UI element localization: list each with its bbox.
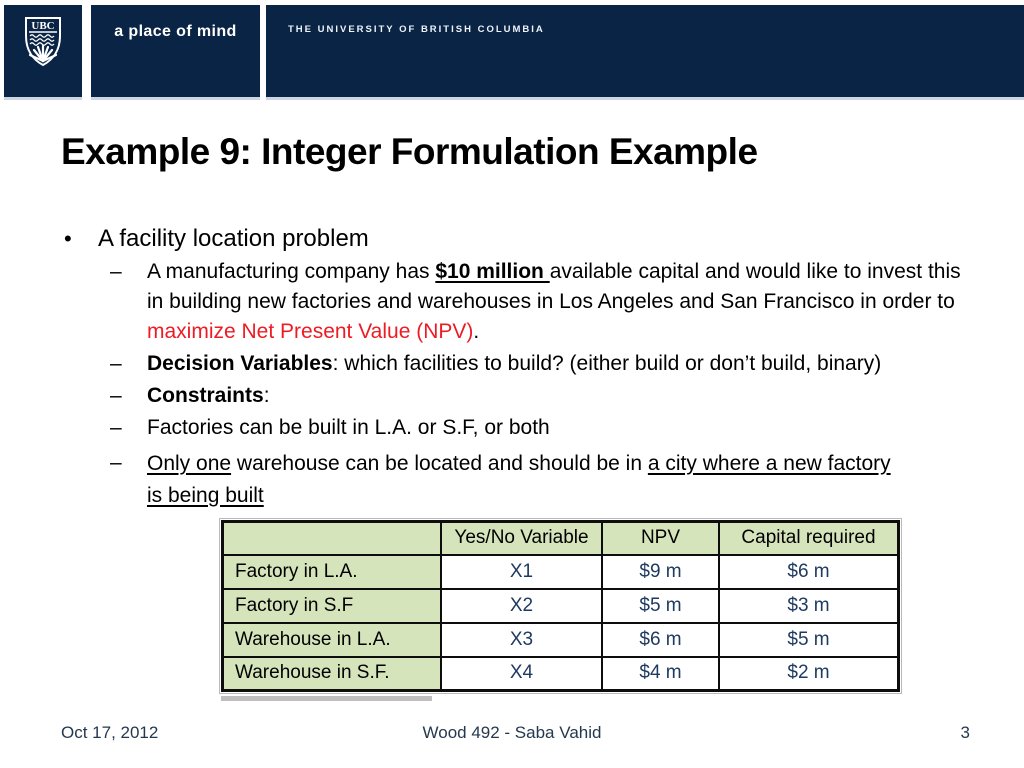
- bullet-icon: •: [64, 226, 72, 251]
- table-header-npv: NPV: [601, 520, 720, 556]
- cell-capital: $2 m: [718, 655, 900, 692]
- bullet-item: • A facility location problem: [64, 224, 369, 254]
- facilities-table: Yes/No Variable NPV Capital required Fac…: [219, 518, 902, 694]
- table-shadow: [221, 696, 432, 701]
- masthead-university-block: THE UNIVERSITY OF BRITISH COLUMBIA: [266, 5, 1024, 100]
- table-row: Factory in S.F X2 $5 m $3 m: [221, 587, 900, 624]
- dash-icon: –: [110, 352, 122, 375]
- footer-course: Wood 492 - Saba Vahid: [422, 723, 602, 742]
- bullet-text: A facility location problem: [98, 225, 369, 252]
- sub-bullet-list: – A manufacturing company has $10 millio…: [110, 257, 982, 514]
- table-row: Factory in L.A. X1 $9 m $6 m: [221, 553, 900, 590]
- cell-npv: $5 m: [601, 587, 720, 624]
- cell-npv: $9 m: [601, 553, 720, 590]
- dash-icon: –: [110, 260, 122, 283]
- sub-bullet-factories: – Factories can be built in L.A. or S.F,…: [110, 413, 982, 443]
- masthead-logo-block: UBC: [4, 5, 82, 100]
- table-header-variable: Yes/No Variable: [440, 520, 603, 556]
- sub-bullet-capital: – A manufacturing company has $10 millio…: [110, 257, 982, 347]
- row-label: Warehouse in S.F.: [221, 655, 442, 692]
- cell-capital: $5 m: [718, 621, 900, 658]
- sub-bullet-text: A manufacturing company has $10 million …: [147, 260, 961, 343]
- cell-capital: $3 m: [718, 587, 900, 624]
- sub-bullet-text: Only one warehouse can be located and sh…: [147, 452, 891, 507]
- table-header-row: Yes/No Variable NPV Capital required: [221, 520, 900, 556]
- sub-bullet-text: Constraints:: [147, 384, 270, 407]
- row-label: Factory in L.A.: [221, 553, 442, 590]
- cell-capital: $6 m: [718, 553, 900, 590]
- row-label: Warehouse in L.A.: [221, 621, 442, 658]
- cell-variable: X1: [440, 553, 603, 590]
- sub-bullet-decision-variables: – Decision Variables: which facilities t…: [110, 349, 982, 379]
- table-row: Warehouse in S.F. X4 $4 m $2 m: [221, 655, 900, 692]
- ubc-logo-text: UBC: [31, 20, 54, 32]
- table-header-capital: Capital required: [718, 520, 900, 556]
- university-name: THE UNIVERSITY OF BRITISH COLUMBIA: [288, 24, 545, 35]
- cell-npv: $4 m: [601, 655, 720, 692]
- row-label: Factory in S.F: [221, 587, 442, 624]
- sub-bullet-text: Factories can be built in L.A. or S.F, o…: [147, 416, 550, 439]
- slide-title: Example 9: Integer Formulation Example: [61, 131, 758, 172]
- cell-variable: X3: [440, 621, 603, 658]
- sub-bullet-warehouse: – Only one warehouse can be located and …: [110, 448, 982, 512]
- cell-variable: X4: [440, 655, 603, 692]
- cell-npv: $6 m: [601, 621, 720, 658]
- table-row: Warehouse in L.A. X3 $6 m $5 m: [221, 621, 900, 658]
- cell-variable: X2: [440, 587, 603, 624]
- tagline-text: a place of mind: [114, 23, 237, 40]
- dash-icon: –: [110, 451, 122, 474]
- footer-page-number: 3: [960, 723, 970, 742]
- masthead-tagline-block: a place of mind: [91, 5, 260, 100]
- sub-bullet-constraints: – Constraints:: [110, 381, 982, 411]
- table-header-blank: [221, 520, 442, 556]
- sub-bullet-text: Decision Variables: which facilities to …: [147, 352, 882, 375]
- dash-icon: –: [110, 384, 122, 407]
- dash-icon: –: [110, 416, 122, 439]
- footer-date: Oct 17, 2012: [61, 723, 159, 742]
- ubc-shield-icon: UBC: [25, 17, 61, 67]
